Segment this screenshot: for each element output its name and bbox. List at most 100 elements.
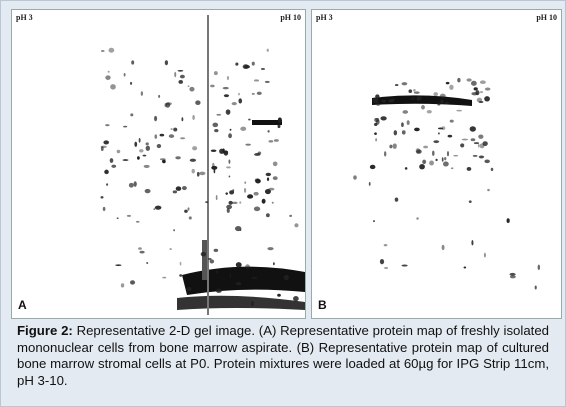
spot [441,157,444,162]
spot [142,154,147,157]
spot [294,223,299,228]
spot [126,214,132,217]
caption-label: Figure 2: [17,323,73,338]
spot [446,151,450,157]
spot [416,149,422,154]
spot [100,196,104,199]
spot [484,87,491,91]
spot [215,194,218,201]
spot [162,276,167,279]
spot [473,87,478,91]
spot [175,156,181,160]
spot [384,266,388,270]
spot [187,85,190,88]
spot [438,132,440,135]
spot [189,86,195,92]
spot [437,127,444,130]
spot [229,190,235,195]
spot [440,99,444,104]
spot [120,283,125,288]
spot [460,143,465,148]
spot [128,182,134,188]
spot [463,266,467,269]
spot [253,79,260,82]
spot [188,216,192,220]
spot [272,176,278,181]
spot [389,144,393,149]
spot [381,99,387,103]
spot [130,280,136,285]
spot [373,220,375,222]
spot [247,194,254,199]
spot [283,274,289,281]
spot [172,190,178,194]
smear [182,266,305,295]
spot [182,186,187,191]
spot [195,100,201,106]
spot [138,247,142,250]
spot [444,156,447,161]
spot [261,198,266,204]
ph-label: pH 10 [280,13,301,22]
spot [146,262,149,264]
ph-label: pH 10 [536,13,557,22]
spot [478,101,484,103]
spot [213,248,219,253]
spot [107,70,110,73]
spot [110,84,116,90]
spot [200,251,207,257]
spot [226,75,230,81]
spot [189,158,197,162]
spot [130,113,134,117]
spot [196,171,200,177]
spot [437,102,441,106]
spot [267,130,270,133]
spot [213,168,216,174]
spot [490,167,494,172]
spot [260,68,265,70]
spot [135,220,140,223]
spot [470,138,476,142]
spot [479,80,486,84]
spot [453,154,459,157]
spot [466,78,472,82]
spot [268,187,275,191]
spot [441,244,445,251]
spot [154,205,162,210]
spot [228,133,232,139]
gel-panel: pH 3 pH 10 B [311,9,562,319]
spot [267,247,274,251]
spot [186,286,192,292]
caption-text: Representative 2-D gel image. (A) Repres… [17,323,549,388]
spot [169,248,172,250]
spot [404,167,408,170]
spot [432,150,435,156]
spot [181,117,184,122]
spot [100,50,105,52]
spot [214,128,219,133]
spot [205,201,209,204]
spot [277,293,281,297]
spot [416,217,419,220]
spot [245,264,250,270]
spot [368,181,371,186]
spot [179,74,185,79]
spot [228,175,231,178]
spot [484,96,490,102]
spot [164,103,168,108]
spot [435,158,438,162]
spot [222,148,225,154]
spot [100,145,107,148]
spot [472,154,478,157]
spot [103,140,110,145]
spot [239,201,242,204]
spot [266,48,269,52]
spot [268,140,274,143]
spot [251,92,255,95]
spot [180,137,186,140]
smear [177,295,305,310]
spot [426,109,432,114]
spot [100,146,104,151]
spot [145,142,149,146]
spot [245,143,251,146]
